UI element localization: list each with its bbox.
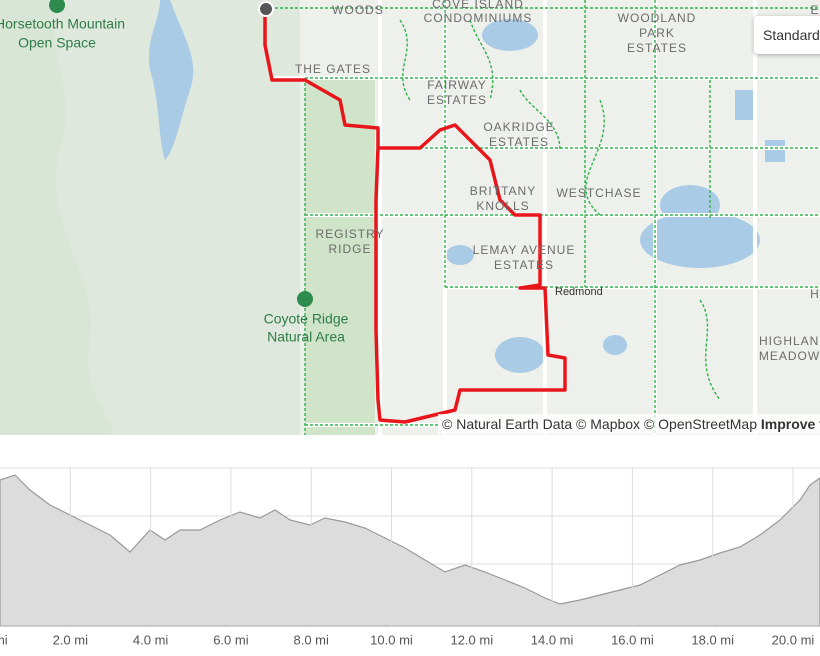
attribution-text: © Natural Earth Data © Mapbox © OpenStre… — [442, 416, 757, 432]
town-label: Redmond — [555, 286, 603, 298]
park-label: Open Space — [18, 35, 96, 51]
area-label: REGISTRY — [315, 227, 384, 241]
area-label: H — [810, 287, 820, 301]
area-label: E — [810, 3, 819, 17]
x-tick-label: 14.0 mi — [531, 632, 574, 647]
elevation-profile — [0, 474, 820, 627]
area-label: CONDOMINIUMS — [424, 11, 533, 25]
x-tick-label: 6.0 mi — [213, 632, 249, 647]
park-label: Coyote Ridge — [264, 311, 349, 327]
ridge-shading — [0, 0, 112, 435]
park-label: Horsetooth Mountain — [0, 16, 125, 32]
area-label: OAKRIDGE — [483, 120, 554, 134]
natural-area — [305, 80, 375, 435]
area-label: FAIRWAY — [427, 78, 486, 92]
area-label: THE GATES — [295, 62, 371, 76]
area-label: ESTATES — [627, 41, 687, 55]
park-label: Natural Area — [267, 329, 345, 345]
x-tick-label: 16.0 mi — [611, 632, 654, 647]
trails — [270, 0, 820, 435]
area-label: COVE ISLAND — [432, 0, 524, 11]
area-label: RIDGE — [328, 242, 371, 256]
reservoir — [148, 0, 194, 160]
area-label: WESTCHASE — [556, 186, 641, 200]
area-label: HIGHLAND — [759, 334, 820, 348]
x-tick-label: 12.0 mi — [450, 632, 493, 647]
x-tick-label: 4.0 mi — [133, 632, 169, 647]
x-tick-label: 2.0 mi — [53, 632, 89, 647]
x-tick-label: 10.0 mi — [370, 632, 413, 647]
area-label: WOODLAND — [618, 11, 697, 25]
area-label: KNOLLS — [476, 199, 529, 213]
x-tick-label: 20.0 mi — [772, 632, 815, 647]
area-label: WOODS — [332, 3, 384, 17]
area-label: MEADOWS — [759, 349, 820, 363]
map-style-button[interactable]: Standard — [754, 16, 820, 54]
area-label: BRITTANY — [470, 184, 536, 198]
route — [263, 10, 567, 424]
park-icons — [49, 0, 313, 307]
area-label: PARK — [639, 26, 675, 40]
area-label: LEMAY AVENUE — [473, 243, 576, 257]
area-label: ESTATES — [427, 93, 487, 107]
x-tick-label: 8.0 mi — [293, 632, 329, 647]
attribution: © Natural Earth Data © Mapbox © OpenStre… — [438, 414, 820, 434]
improve-link[interactable]: Improve this map — [760, 416, 820, 432]
area-label: ESTATES — [494, 258, 554, 272]
x-tick-label: 18.0 mi — [691, 632, 734, 647]
area-label: ESTATES — [489, 135, 549, 149]
finish-marker — [258, 1, 274, 17]
x-tick-label: 0.0 mi — [0, 632, 8, 647]
